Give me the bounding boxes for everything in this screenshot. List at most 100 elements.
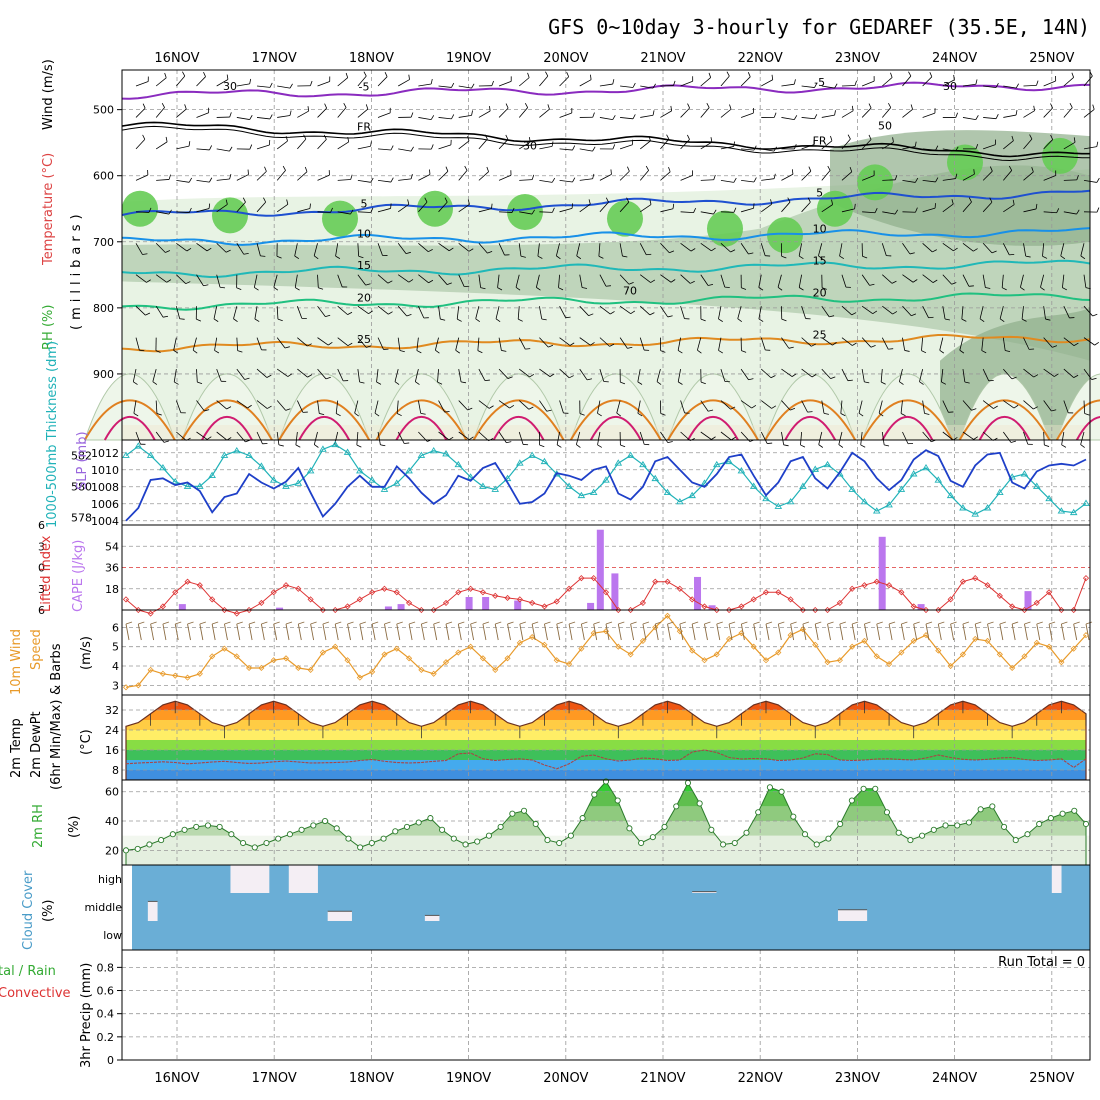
wind-barb (922, 112, 936, 118)
wind-speed-point (676, 628, 683, 635)
wind-barb (599, 337, 610, 347)
surface-wind-barb-feather (347, 621, 354, 625)
temp2m-labels: 2m Temp 2m DewPt (6hr Min/Max) (°C) (9, 700, 94, 790)
wind-barb (377, 112, 391, 118)
wind-barb-feather (864, 381, 870, 384)
rh-point (321, 817, 329, 825)
wind-barb (498, 431, 507, 443)
rh-contour-label: 70 (623, 285, 637, 298)
wind-barb (256, 431, 263, 444)
wind-barb (377, 337, 384, 350)
wind-barb-feather (884, 444, 890, 447)
wind-barb-feather (700, 381, 706, 385)
wind-barb-feather (868, 134, 872, 140)
wind-speed-point (295, 664, 302, 672)
wind-barb (1063, 400, 1069, 413)
rh-point (1024, 831, 1031, 838)
wind-barb (640, 85, 654, 89)
wind-barb (354, 400, 359, 414)
rh-point (696, 800, 703, 807)
thickness-point (528, 451, 536, 458)
wind-barb (414, 368, 419, 382)
surface-wind-barb-feather (987, 621, 994, 625)
wind-barb-feather (783, 444, 789, 447)
temp-tick-label: 8 (112, 764, 119, 777)
wind-barb-feather (1011, 135, 1014, 141)
wind-barb (1063, 211, 1077, 215)
wind-barb (942, 274, 952, 285)
dewpt2m-label: 2m DewPt (29, 711, 44, 778)
wind-barb (1003, 368, 1013, 380)
wind-barb-feather (244, 377, 250, 380)
rh-moist-blob (212, 197, 248, 234)
wind-barb (1063, 306, 1070, 319)
rh-moist-blob (817, 190, 853, 227)
wind-barb-feather (226, 406, 232, 410)
wind-barb-feather (1076, 175, 1079, 181)
slp-labels: 1000-500mb Thickness (dm) SLP (mb) (45, 341, 90, 528)
wind-barb-feather (637, 381, 643, 385)
wind-barb-feather (652, 110, 655, 116)
wind-barb (801, 170, 812, 181)
wind-barb (559, 368, 570, 379)
lifted-index-point (984, 582, 991, 589)
wind-barb-feather (829, 315, 835, 318)
lifted-index-point (1033, 599, 1040, 606)
wind-barb-feather (569, 375, 574, 379)
wind-barb (539, 75, 549, 87)
wind-barb-feather (993, 405, 998, 409)
wind-barb (781, 117, 795, 121)
wind-barb (438, 171, 449, 181)
surface-wind-barb (273, 623, 278, 641)
wind-barb-feather (1033, 374, 1039, 378)
wind-barb (1063, 337, 1075, 346)
rh-point (684, 779, 692, 786)
wind-barb (737, 306, 742, 319)
wind-barb (962, 117, 976, 121)
wind-barb (962, 400, 972, 411)
wind-barb (741, 179, 755, 183)
wind-barb (132, 369, 137, 382)
wind-barb (135, 211, 150, 213)
wind-barb (317, 107, 327, 118)
wind-barb (357, 243, 360, 257)
wind-barb (921, 337, 924, 351)
wind-barb (253, 274, 258, 288)
rh-point (134, 845, 141, 852)
surface-wind-barb-feather (482, 621, 490, 625)
wind-barb-feather (430, 78, 433, 85)
thickness-point (417, 451, 426, 458)
lifted-index-point (332, 606, 339, 614)
wind-barb (942, 242, 954, 252)
lifted-index-point (886, 582, 893, 589)
thickness-point (479, 482, 487, 489)
wind-barb (256, 171, 267, 181)
wind-barb-feather (249, 144, 253, 150)
wind-speed-point (332, 643, 339, 650)
wind-barb (294, 243, 298, 257)
wind-barb-feather (309, 203, 311, 209)
wind-barb (397, 243, 407, 254)
cape-bar (276, 607, 284, 610)
wind-barb (939, 337, 944, 351)
wind-barb-feather (192, 349, 198, 354)
wind-barb (1040, 274, 1045, 288)
surface-wind-barb (445, 623, 450, 641)
thickness-point (343, 448, 352, 455)
isotherm-30 (764, 399, 857, 441)
wind-barb-feather (1060, 255, 1066, 260)
wind-barb (922, 242, 933, 253)
wind-barb-feather (572, 145, 576, 151)
wind-barb-feather (582, 287, 588, 289)
wind-barb-feather (416, 350, 422, 354)
thickness-point (565, 482, 573, 489)
lifted-index-point (652, 578, 659, 585)
wind-barb (297, 138, 307, 150)
wind-barb (273, 274, 278, 288)
wind-barb-feather (612, 79, 615, 85)
rh-point (591, 791, 598, 798)
cape-labels: Lifted Index CAPE (J/kg) (39, 535, 86, 612)
wind-barb (841, 110, 854, 118)
wind-barb-feather (592, 112, 595, 118)
wind-barb (637, 400, 641, 414)
